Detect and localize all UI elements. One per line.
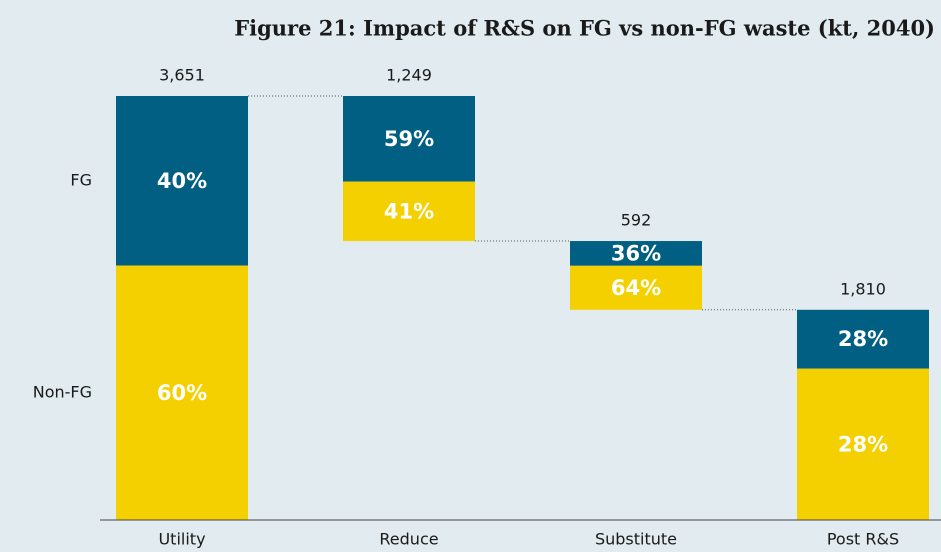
bar-segment <box>343 181 475 242</box>
series-label: Non-FG <box>33 382 92 401</box>
bar-segment <box>797 368 929 520</box>
segment-label: 41% <box>384 199 434 223</box>
bar-segment <box>570 265 702 310</box>
segment-label: 28% <box>838 432 888 456</box>
x-tick-label: Utility <box>158 530 205 549</box>
segment-label: 28% <box>838 327 888 351</box>
total-label: 592 <box>621 211 652 230</box>
segment-label: 60% <box>157 381 207 405</box>
bar-segment <box>116 96 248 266</box>
segment-label: 59% <box>384 127 434 151</box>
bar-segment <box>343 96 475 182</box>
bar-segment <box>570 241 702 266</box>
chart-title: Figure 21: Impact of R&S on FG vs non-FG… <box>234 16 935 41</box>
total-label: 3,651 <box>159 66 205 85</box>
x-tick-label: Substitute <box>595 530 677 549</box>
total-label: 1,249 <box>386 66 432 85</box>
x-tick-label: Post R&S <box>827 530 899 549</box>
bar-segment <box>116 265 248 520</box>
segment-label: 40% <box>157 169 207 193</box>
series-label: FG <box>70 170 92 189</box>
segment-label: 64% <box>611 276 661 300</box>
bar-segment <box>797 309 929 369</box>
x-tick-label: Reduce <box>379 530 438 549</box>
total-label: 1,810 <box>840 279 886 298</box>
segment-label: 36% <box>611 241 661 265</box>
